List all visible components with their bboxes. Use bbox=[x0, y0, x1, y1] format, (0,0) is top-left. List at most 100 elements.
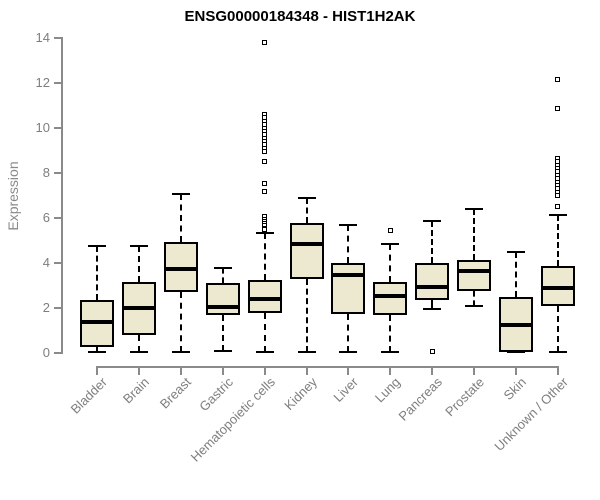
y-tick-label: 2 bbox=[42, 300, 50, 315]
outlier-point bbox=[262, 180, 268, 186]
median-line bbox=[80, 319, 114, 324]
y-tick-mark bbox=[54, 307, 62, 309]
upper-whisker-cap bbox=[548, 213, 567, 216]
median-line bbox=[121, 306, 156, 310]
x-tick-mark bbox=[347, 366, 350, 375]
x-tick-mark bbox=[221, 366, 224, 375]
box bbox=[247, 279, 282, 313]
box bbox=[80, 300, 114, 348]
lower-whisker bbox=[431, 300, 434, 310]
lower-whisker-cap bbox=[381, 350, 400, 353]
median-line bbox=[499, 322, 533, 327]
median-line bbox=[457, 268, 492, 273]
x-tick-mark bbox=[389, 366, 392, 375]
upper-whisker bbox=[96, 246, 98, 301]
lower-whisker bbox=[473, 291, 476, 306]
outlier-point bbox=[262, 188, 268, 194]
outlier-point bbox=[429, 349, 435, 355]
x-tick-mark bbox=[515, 366, 517, 375]
x-tick-mark bbox=[137, 366, 140, 375]
outlier-point bbox=[555, 204, 561, 210]
upper-whisker bbox=[431, 221, 434, 263]
outlier-point bbox=[262, 40, 268, 45]
upper-whisker bbox=[305, 197, 308, 223]
lower-whisker-cap bbox=[423, 308, 442, 311]
x-tick-mark bbox=[96, 366, 98, 375]
upper-whisker-cap bbox=[423, 220, 442, 223]
y-tick-label: 14 bbox=[35, 30, 50, 45]
median-line bbox=[289, 241, 324, 246]
outlier-point bbox=[387, 227, 393, 233]
x-tick-mark bbox=[556, 366, 559, 375]
upper-whisker-cap bbox=[255, 231, 274, 234]
x-tick-mark bbox=[473, 366, 476, 375]
upper-whisker-cap bbox=[129, 245, 148, 248]
y-tick-mark bbox=[54, 127, 62, 129]
box bbox=[373, 282, 408, 315]
y-tick-mark bbox=[54, 352, 62, 354]
upper-whisker-cap bbox=[465, 208, 484, 210]
y-tick-mark bbox=[54, 262, 62, 264]
lower-whisker bbox=[179, 292, 182, 352]
y-tick-label: 0 bbox=[42, 345, 50, 360]
lower-whisker-cap bbox=[297, 350, 316, 353]
x-tick-mark bbox=[431, 366, 434, 375]
median-line bbox=[247, 297, 282, 301]
box bbox=[289, 222, 324, 279]
lower-whisker bbox=[96, 347, 98, 352]
x-tick-mark bbox=[263, 366, 266, 375]
upper-whisker bbox=[263, 232, 266, 280]
upper-whisker-cap bbox=[339, 223, 358, 226]
lower-whisker-cap bbox=[88, 350, 106, 353]
chart-title: ENSG00000184348 - HIST1H2AK bbox=[184, 8, 416, 25]
lower-whisker-cap bbox=[339, 350, 358, 353]
upper-whisker bbox=[515, 251, 517, 297]
upper-whisker-cap bbox=[88, 245, 106, 248]
median-line bbox=[540, 285, 575, 290]
median-line bbox=[373, 293, 408, 298]
lower-whisker-cap bbox=[213, 349, 232, 352]
x-tick-mark bbox=[305, 366, 308, 375]
upper-whisker bbox=[556, 214, 559, 267]
outlier-point bbox=[555, 106, 561, 112]
y-tick-mark bbox=[54, 37, 62, 39]
lower-whisker-cap bbox=[255, 350, 274, 353]
median-line bbox=[331, 273, 366, 278]
lower-whisker bbox=[305, 278, 308, 352]
lower-whisker bbox=[263, 312, 266, 352]
lower-whisker bbox=[137, 335, 140, 352]
outlier-point bbox=[262, 159, 268, 165]
lower-whisker-cap bbox=[171, 350, 190, 353]
y-tick-label: 12 bbox=[35, 75, 50, 90]
y-tick-label: 4 bbox=[42, 255, 50, 270]
upper-whisker bbox=[389, 243, 392, 283]
upper-whisker-cap bbox=[297, 196, 316, 199]
median-line bbox=[205, 304, 240, 309]
lower-whisker bbox=[347, 313, 350, 352]
lower-whisker-cap bbox=[507, 350, 525, 353]
median-line bbox=[415, 284, 450, 289]
y-tick-label: 6 bbox=[42, 210, 50, 225]
y-tick-mark bbox=[54, 217, 62, 219]
upper-whisker-cap bbox=[381, 242, 400, 245]
upper-whisker bbox=[221, 267, 224, 284]
lower-whisker bbox=[556, 305, 559, 352]
lower-whisker-cap bbox=[548, 350, 567, 353]
upper-whisker-cap bbox=[171, 193, 190, 196]
outlier-point bbox=[555, 77, 561, 83]
outlier-point bbox=[262, 149, 268, 155]
upper-whisker bbox=[473, 209, 476, 260]
median-line bbox=[163, 266, 198, 271]
outlier-point bbox=[262, 226, 268, 232]
box bbox=[415, 263, 450, 301]
lower-whisker bbox=[389, 314, 392, 352]
box bbox=[457, 259, 492, 292]
upper-whisker bbox=[179, 194, 182, 242]
lower-whisker-cap bbox=[465, 304, 484, 307]
y-tick-label: 10 bbox=[35, 120, 50, 135]
box bbox=[205, 283, 240, 315]
upper-whisker bbox=[347, 224, 350, 263]
upper-whisker bbox=[137, 246, 140, 283]
